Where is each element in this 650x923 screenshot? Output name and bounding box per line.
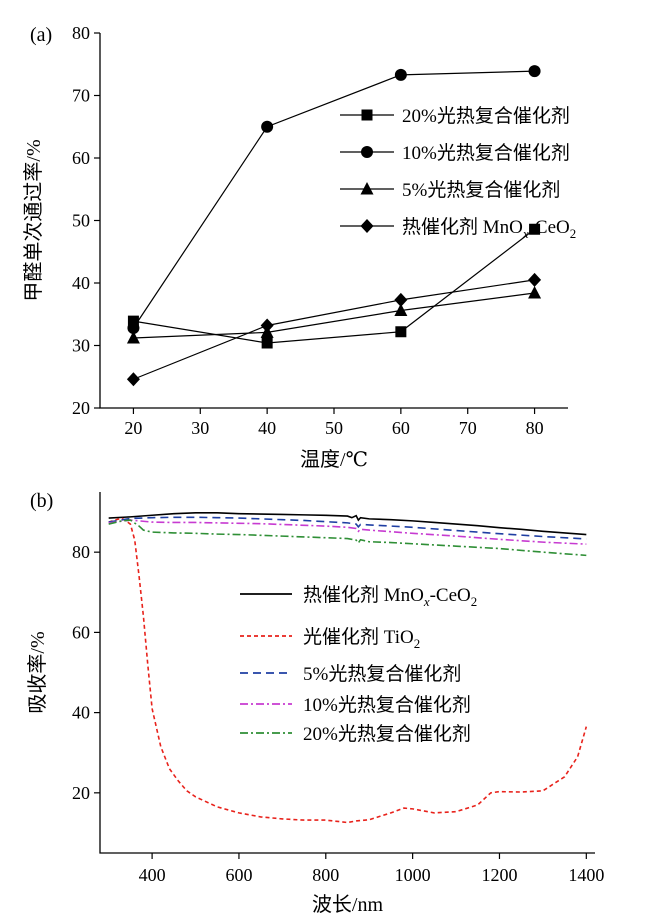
legend-subscript: 2 (414, 636, 420, 651)
panel-a-data-point (528, 65, 541, 78)
panel-b-legend-entry: 光催化剂 TiO2​ (303, 626, 420, 651)
panel-a-data-point (127, 315, 139, 327)
panel-a-legend-marker (360, 182, 374, 195)
panel-a-y-tick-label: 70 (72, 86, 90, 106)
legend-text-part: 光催化剂 TiO (303, 626, 414, 648)
panel-a-x-tick-label: 40 (258, 418, 276, 438)
panel-b-x-tick-label: 1200 (481, 865, 517, 885)
panel-b-series-line (108, 519, 587, 557)
panel-a-y-tick-label: 20 (72, 398, 90, 418)
panel-b-series-line (108, 516, 587, 540)
panel-a-legend-marker (361, 109, 373, 121)
panel-a-data-point (261, 337, 273, 349)
panel-a-legend-entry: 热催化剂 MnOx​-CeO2​ (402, 216, 576, 241)
panel-a-series-line (133, 292, 535, 339)
panel-b-x-tick-label: 400 (139, 865, 166, 885)
panel-b-x-tick-label: 800 (312, 865, 339, 885)
panel-b-legend-entry: 5%光热复合催化剂 (303, 663, 461, 685)
panel-b-x-tick-label: 1400 (568, 865, 604, 885)
panel-b-chart: 20 40 60 80 400 600 800 1000 1200 1400 (b) 波长/nm 吸收率… (26, 490, 604, 916)
panel-a-data-point (126, 372, 140, 387)
panel-a-data-point (528, 272, 542, 287)
panel-b-x-tick-label: 600 (225, 865, 252, 885)
panel-a-x-tick-label: 20 (124, 418, 142, 438)
panel-a-legend-entry: 5%光热复合催化剂 (402, 179, 560, 201)
panel-a-data-point (261, 120, 274, 133)
legend-subscript: 2 (570, 226, 576, 241)
panel-a-y-tick-label: 60 (72, 148, 90, 168)
panel-b-series-line (108, 512, 587, 536)
panel-b-y-axis-label: 吸收率/% (26, 631, 49, 713)
panel-b-x-axis-label: 波长/nm (312, 893, 384, 916)
panel-a-legend-marker (361, 146, 373, 158)
panel-a-y-tick-label: 40 (72, 273, 90, 293)
panel-a-y-tick-label: 50 (72, 211, 90, 231)
legend-text-part: 热催化剂 MnO (402, 216, 523, 238)
panel-b-x-tick-label: 1000 (395, 865, 431, 885)
panel-b-label: (b) (30, 490, 53, 512)
panel-b-series-line (108, 519, 587, 545)
legend-text-part: 热催化剂 MnO (303, 584, 424, 606)
panel-a-x-tick-label: 50 (325, 418, 343, 438)
legend-text-part: -CeO (430, 585, 471, 606)
panel-a-series-line (133, 228, 535, 344)
panel-a-data-point (394, 68, 407, 81)
panel-a-label: (a) (30, 24, 52, 46)
panel-b-legend-entry: 热催化剂 MnOx​-CeO2​ (303, 584, 477, 609)
panel-a-data-point (260, 318, 274, 333)
legend-subscript: x (423, 594, 430, 609)
panel-b-legend-entry: 10%光热复合催化剂 (303, 694, 471, 716)
panel-a-x-axis-label: 温度/℃ (300, 448, 368, 471)
panel-a-y-axis-label: 甲醛单次通过率/% (22, 139, 45, 301)
legend-subscript: 2 (471, 594, 477, 609)
panel-a-data-point (394, 292, 408, 307)
panel-b-y-tick-label: 20 (72, 783, 90, 803)
panel-a-y-tick-label: 30 (72, 336, 90, 356)
legend-subscript: x (522, 226, 529, 241)
panel-b-y-tick-label: 40 (72, 703, 90, 723)
panel-a-x-tick-label: 80 (526, 418, 544, 438)
panel-a-data-point (529, 223, 541, 235)
panel-a-series-line (132, 70, 535, 329)
panel-b-legend-entry: 20%光热复合催化剂 (303, 723, 471, 745)
panel-a-legend-entry: 20%光热复合催化剂 (402, 105, 570, 127)
panel-a-x-tick-label: 70 (459, 418, 477, 438)
panel-a-data-point (126, 331, 140, 344)
panel-b-y-tick-label: 60 (72, 622, 90, 642)
panel-a-data-point (127, 322, 140, 334)
panel-a-chart: 20 30 40 50 60 70 80 20 30 40 50 60 70 80 (a) 温度/℃ 甲醛单次通… (22, 23, 576, 471)
panel-a-data-point (528, 286, 542, 299)
panel-a-legend-entry: 10%光热复合催化剂 (402, 142, 570, 164)
panel-a-x-tick-label: 60 (392, 418, 410, 438)
panel-a-data-point (394, 303, 408, 316)
panel-a-legend-marker (360, 219, 374, 233)
panel-a-x-tick-label: 30 (191, 418, 209, 438)
panel-a-data-point (395, 326, 407, 338)
panel-b-y-tick-label: 80 (72, 542, 90, 562)
panel-b-axes (99, 492, 595, 854)
panel-a-y-tick-label: 80 (72, 23, 90, 43)
panel-b-series-line (108, 517, 588, 824)
legend-text-part: -CeO (529, 217, 570, 238)
panel-a-series-line (133, 279, 535, 380)
